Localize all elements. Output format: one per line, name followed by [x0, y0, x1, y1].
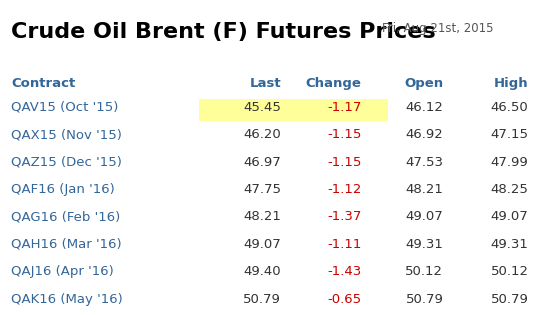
Text: -1.12: -1.12 — [327, 183, 361, 196]
Text: 48.25: 48.25 — [491, 183, 529, 196]
Text: High: High — [494, 77, 529, 90]
Text: QAX15 (Nov '15): QAX15 (Nov '15) — [11, 128, 122, 141]
Text: Fri, Aug 21st, 2015: Fri, Aug 21st, 2015 — [382, 22, 494, 35]
Text: QAF16 (Jan '16): QAF16 (Jan '16) — [11, 183, 115, 196]
Text: 46.97: 46.97 — [244, 156, 281, 169]
Text: 45.45: 45.45 — [244, 101, 281, 114]
Text: 50.79: 50.79 — [491, 293, 529, 306]
Text: QAZ15 (Dec '15): QAZ15 (Dec '15) — [11, 156, 122, 169]
Text: QAJ16 (Apr '16): QAJ16 (Apr '16) — [11, 265, 114, 278]
Text: 46.50: 46.50 — [491, 101, 529, 114]
Text: 49.31: 49.31 — [406, 238, 443, 251]
Text: QAG16 (Feb '16): QAG16 (Feb '16) — [11, 210, 120, 223]
Text: 49.40: 49.40 — [244, 265, 281, 278]
Text: Crude Oil Brent (F) Futures Prices: Crude Oil Brent (F) Futures Prices — [11, 22, 436, 42]
Text: 49.07: 49.07 — [491, 210, 529, 223]
Text: 50.79: 50.79 — [244, 293, 281, 306]
Text: 50.12: 50.12 — [490, 265, 529, 278]
Text: QAH16 (Mar '16): QAH16 (Mar '16) — [11, 238, 122, 251]
Text: 49.31: 49.31 — [491, 238, 529, 251]
Text: 50.79: 50.79 — [406, 293, 443, 306]
Text: 47.99: 47.99 — [491, 156, 529, 169]
Text: Last: Last — [250, 77, 281, 90]
Text: 49.07: 49.07 — [244, 238, 281, 251]
Text: 47.53: 47.53 — [405, 156, 443, 169]
Text: 48.21: 48.21 — [244, 210, 281, 223]
Text: 48.21: 48.21 — [406, 183, 443, 196]
Text: -1.17: -1.17 — [327, 101, 361, 114]
Text: 50.12: 50.12 — [405, 265, 443, 278]
Text: 47.15: 47.15 — [490, 128, 529, 141]
Text: QAV15 (Oct '15): QAV15 (Oct '15) — [11, 101, 118, 114]
Text: 49.07: 49.07 — [406, 210, 443, 223]
Text: -1.37: -1.37 — [327, 210, 361, 223]
Text: -1.15: -1.15 — [327, 156, 361, 169]
Text: QAK16 (May '16): QAK16 (May '16) — [11, 293, 123, 306]
Text: 47.75: 47.75 — [243, 183, 281, 196]
Text: -1.15: -1.15 — [327, 128, 361, 141]
Text: Change: Change — [306, 77, 361, 90]
Text: Open: Open — [404, 77, 443, 90]
Text: 46.12: 46.12 — [406, 101, 443, 114]
Text: -0.65: -0.65 — [328, 293, 361, 306]
Text: -1.43: -1.43 — [327, 265, 361, 278]
Text: -1.11: -1.11 — [327, 238, 361, 251]
Text: 46.92: 46.92 — [406, 128, 443, 141]
Text: Contract: Contract — [11, 77, 75, 90]
Text: 46.20: 46.20 — [244, 128, 281, 141]
